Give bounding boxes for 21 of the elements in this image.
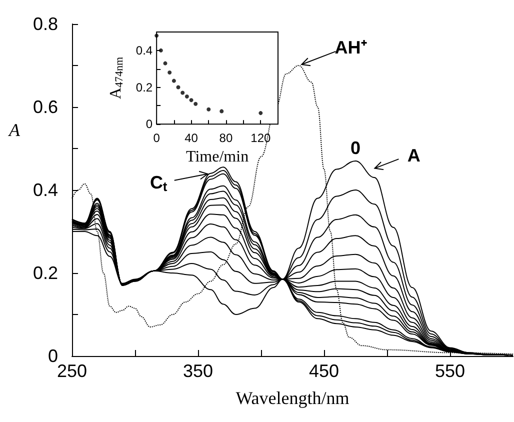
x-tick-label: 450	[308, 361, 340, 381]
x-tick-label: 120	[250, 131, 271, 146]
y-axis-title: A474nm	[108, 56, 126, 100]
y-tick-label: 0	[146, 117, 153, 132]
x-tick-label: 550	[434, 361, 466, 381]
x-tick-label: 80	[219, 131, 233, 146]
x-axis-title: Time/min	[186, 148, 249, 166]
y-tick-label: 0.6	[32, 97, 58, 117]
y-tick-label: 0.2	[136, 80, 153, 94]
annotation: AH⁺	[334, 38, 367, 58]
x-tick-label: 350	[182, 361, 214, 381]
x-tick-label: 250	[56, 361, 88, 381]
annotation: A	[407, 145, 420, 166]
y-tick-label: 0.2	[32, 263, 58, 283]
y-tick-label: 0.8	[32, 14, 58, 34]
y-tick-label: 0.4	[136, 43, 153, 58]
y-tick-label: 0	[48, 346, 58, 366]
x-axis-title: Wavelength/nm	[236, 388, 350, 408]
y-tick-label: 0.4	[32, 180, 58, 200]
x-tick-label: 40	[184, 131, 198, 146]
y-axis-title: A	[8, 120, 21, 140]
